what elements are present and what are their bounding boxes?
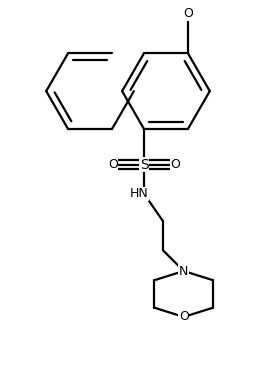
Text: O: O — [183, 7, 193, 20]
Text: N: N — [179, 265, 188, 277]
Text: O: O — [170, 158, 180, 171]
Text: HN: HN — [130, 187, 148, 200]
Text: O: O — [108, 158, 118, 171]
Text: O: O — [179, 311, 189, 323]
Text: S: S — [140, 158, 148, 171]
